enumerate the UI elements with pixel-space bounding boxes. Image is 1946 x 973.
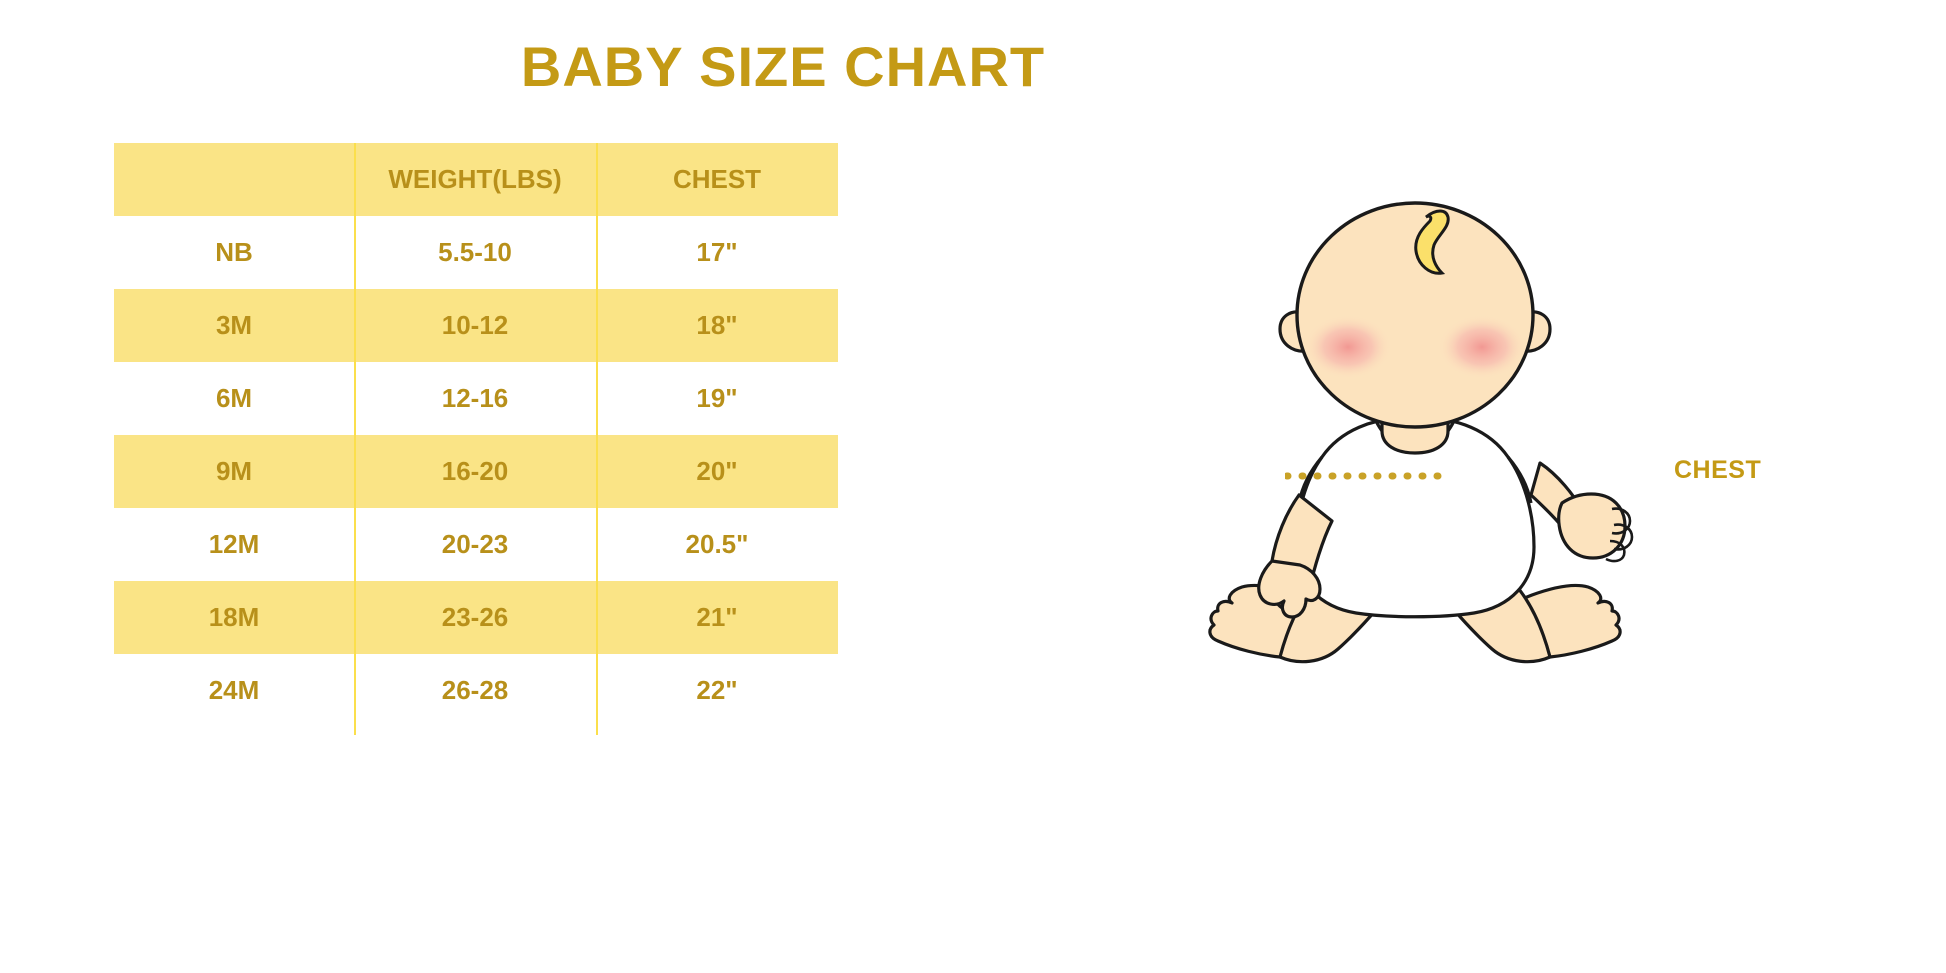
- cell-size: 6M: [114, 362, 354, 435]
- cell-chest: 18": [596, 289, 838, 362]
- cell-chest: 20.5": [596, 508, 838, 581]
- cell-chest: 19": [596, 362, 838, 435]
- table-column-divider-2: [596, 143, 598, 735]
- chest-measurement-label: CHEST: [1674, 456, 1762, 484]
- table-column-divider-1: [354, 143, 356, 735]
- column-header-chest: CHEST: [596, 143, 838, 216]
- table-row: 18M 23-26 21": [114, 581, 838, 654]
- chest-measure-dotted-line: [1285, 472, 1445, 480]
- cell-chest: 22": [596, 654, 838, 727]
- page-title: BABY SIZE CHART: [0, 34, 1946, 99]
- baby-right-arm: [1529, 461, 1634, 563]
- cell-weight: 16-20: [354, 435, 596, 508]
- cell-size: 3M: [114, 289, 354, 362]
- hair-curl-icon: [1414, 209, 1450, 275]
- cell-chest: 21": [596, 581, 838, 654]
- cell-chest: 17": [596, 216, 838, 289]
- table-row: 9M 16-20 20": [114, 435, 838, 508]
- table-row: 3M 10-12 18": [114, 289, 838, 362]
- cell-size: 12M: [114, 508, 354, 581]
- cell-size: NB: [114, 216, 354, 289]
- table-row: 24M 26-28 22": [114, 654, 838, 727]
- column-header-weight: WEIGHT(LBS): [354, 143, 596, 216]
- cell-weight: 26-28: [354, 654, 596, 727]
- cell-size: 24M: [114, 654, 354, 727]
- cell-weight: 5.5-10: [354, 216, 596, 289]
- cell-weight: 10-12: [354, 289, 596, 362]
- table-header-row: WEIGHT(LBS) CHEST: [114, 143, 838, 216]
- cell-chest: 20": [596, 435, 838, 508]
- baby-size-table: WEIGHT(LBS) CHEST NB 5.5-10 17" 3M 10-12…: [114, 143, 838, 727]
- cell-weight: 23-26: [354, 581, 596, 654]
- page-title-text: BABY SIZE CHART: [520, 35, 1046, 98]
- column-header-size: [114, 143, 354, 216]
- cell-weight: 20-23: [354, 508, 596, 581]
- baby-left-arm: [1257, 493, 1334, 619]
- cell-size: 9M: [114, 435, 354, 508]
- table-row: 6M 12-16 19": [114, 362, 838, 435]
- baby-head: [1278, 201, 1552, 429]
- table-row: 12M 20-23 20.5": [114, 508, 838, 581]
- table-row: NB 5.5-10 17": [114, 216, 838, 289]
- cell-size: 18M: [114, 581, 354, 654]
- left-cheek-blush: [1304, 315, 1392, 379]
- sitting-baby-illustration: [1208, 201, 1634, 664]
- right-cheek-blush: [1438, 315, 1526, 379]
- cell-weight: 12-16: [354, 362, 596, 435]
